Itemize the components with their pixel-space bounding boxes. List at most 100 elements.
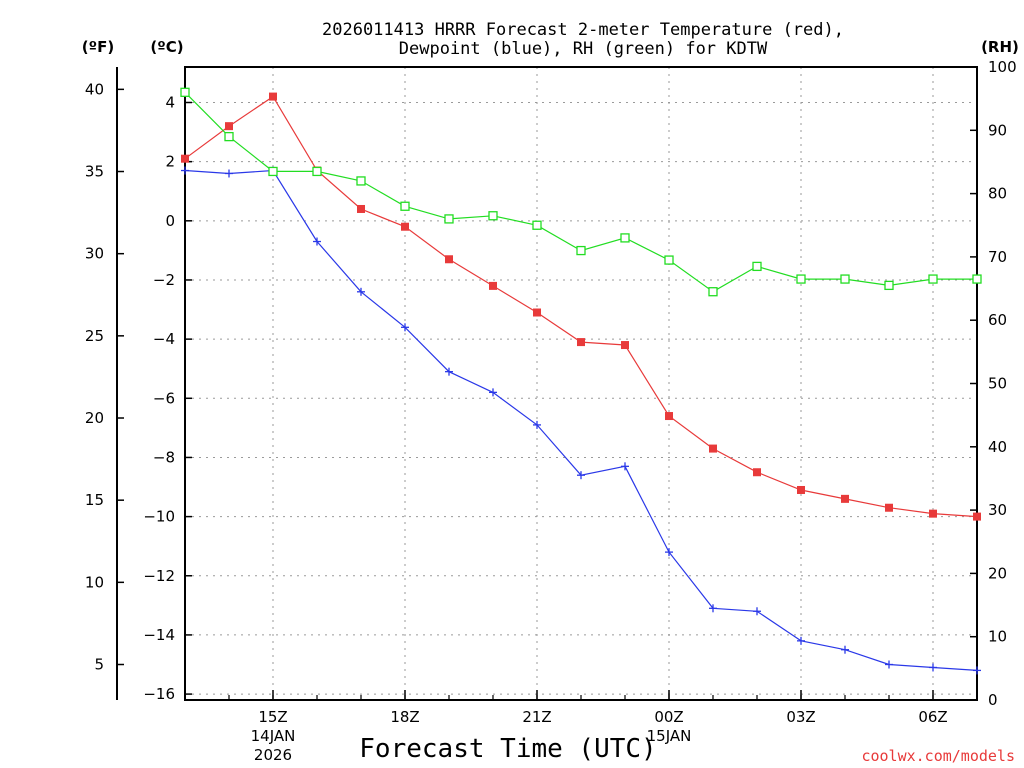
rh-tick-label: 80 <box>988 185 1007 203</box>
temperature-point <box>973 512 981 521</box>
rh-tick-label: 10 <box>988 628 1007 646</box>
date-label: 14JAN <box>251 727 296 745</box>
fahrenheit-tick-label: 15 <box>85 491 104 509</box>
rh-tick-label: 100 <box>988 58 1017 76</box>
rh-point <box>356 176 366 186</box>
temperature-point <box>797 485 805 494</box>
fahrenheit-tick-label: 25 <box>85 327 104 345</box>
rh-tick-label: 60 <box>988 311 1007 329</box>
dewpoint-point <box>577 471 585 480</box>
time-tick-label: 06Z <box>918 708 947 726</box>
fahrenheit-tick-label: 30 <box>85 245 104 263</box>
celsius-axis: 4 2 0 −2 −4 −6 −8 −10 −12 −14 −16 <box>143 93 192 703</box>
plot-frame <box>116 66 978 701</box>
dewpoint-point <box>665 548 673 557</box>
dewpoint-point <box>445 367 453 376</box>
dewpoint-point <box>621 462 629 471</box>
rh-tick-label: 40 <box>988 438 1007 456</box>
rh-tick-label: 20 <box>988 564 1007 582</box>
time-tick-label: 21Z <box>522 708 551 726</box>
celsius-tick-label: −2 <box>153 271 175 289</box>
rh-point <box>224 131 234 142</box>
year-label: 2026 <box>254 746 292 764</box>
dewpoint-point <box>885 660 893 669</box>
celsius-tick-label: 2 <box>165 153 175 171</box>
temperature-point <box>269 92 277 101</box>
temperature-point <box>533 308 541 317</box>
dewpoint-point <box>929 663 937 672</box>
dewpoint-point <box>973 666 981 675</box>
dewpoint-point <box>225 169 233 178</box>
rh-point <box>488 211 498 221</box>
dewpoint-point <box>357 287 365 296</box>
temperature-point <box>885 503 893 512</box>
temperature-point <box>929 509 937 518</box>
celsius-tick-label: −14 <box>143 626 175 644</box>
temperature-line <box>184 95 978 518</box>
rh-tick-label: 0 <box>988 691 998 709</box>
celsius-tick-label: 0 <box>165 212 175 230</box>
rh-line <box>184 91 977 293</box>
temperature-point <box>225 122 233 131</box>
rh-unit-label: (RH) <box>981 38 1019 56</box>
fahrenheit-tick-label: 40 <box>85 80 104 98</box>
grid-lines <box>185 67 977 700</box>
credit-text: coolwx.com/models <box>861 747 1015 765</box>
dewpoint-point <box>709 604 717 613</box>
dewpoint-point <box>753 607 761 616</box>
rh-point <box>268 166 278 177</box>
celsius-tick-label: 4 <box>165 93 175 111</box>
dewpoint-point <box>489 388 497 397</box>
fahrenheit-tick-label: 20 <box>85 409 104 427</box>
temperature-point <box>445 255 453 264</box>
dewpoint-point <box>181 166 189 175</box>
time-tick-label: 00Z <box>654 708 683 726</box>
rh-point <box>312 166 322 177</box>
celsius-unit-label: (ºC) <box>150 38 183 56</box>
temperature-point <box>621 341 629 350</box>
celsius-tick-label: −6 <box>153 389 175 407</box>
rh-tick-label: 70 <box>988 248 1007 266</box>
dewpoint-line <box>184 169 978 671</box>
time-tick-label: 18Z <box>390 708 419 726</box>
dewpoint-point <box>797 636 805 645</box>
fahrenheit-tick-label: 10 <box>85 573 104 591</box>
rh-tick-label: 30 <box>988 501 1007 519</box>
temperature-point <box>401 222 409 231</box>
temperature-point <box>489 281 497 290</box>
dewpoint-point <box>533 420 541 429</box>
celsius-tick-label: −10 <box>143 508 175 526</box>
temperature-point <box>841 494 849 503</box>
rh-point <box>620 233 630 243</box>
temperature-point <box>577 338 585 347</box>
series-layer <box>180 87 982 675</box>
fahrenheit-unit-label: (ºF) <box>82 38 114 56</box>
rh-point <box>664 255 674 265</box>
time-tick-label: 15Z <box>258 708 287 726</box>
temperature-point <box>665 412 673 421</box>
rh-point <box>884 280 894 291</box>
rh-point <box>444 214 454 224</box>
rh-point <box>928 274 938 284</box>
temperature-point <box>181 154 189 163</box>
fahrenheit-tick-label: 35 <box>85 163 104 181</box>
celsius-tick-label: −12 <box>143 567 175 585</box>
rh-tick-label: 50 <box>988 375 1007 393</box>
dewpoint-point <box>841 645 849 654</box>
rh-tick-label: 90 <box>988 121 1007 139</box>
rh-point <box>796 274 806 284</box>
rh-point <box>400 201 410 211</box>
rh-point <box>840 274 850 284</box>
fahrenheit-tick-label: 5 <box>94 656 104 674</box>
rh-point <box>576 245 586 256</box>
temperature-point <box>357 204 365 213</box>
celsius-tick-label: −16 <box>143 685 175 703</box>
x-axis-title: Forecast Time (UTC) <box>359 734 656 764</box>
temperature-point <box>753 468 761 477</box>
celsius-tick-label: −8 <box>153 448 175 466</box>
rh-point <box>752 261 762 272</box>
rh-point <box>708 287 718 297</box>
